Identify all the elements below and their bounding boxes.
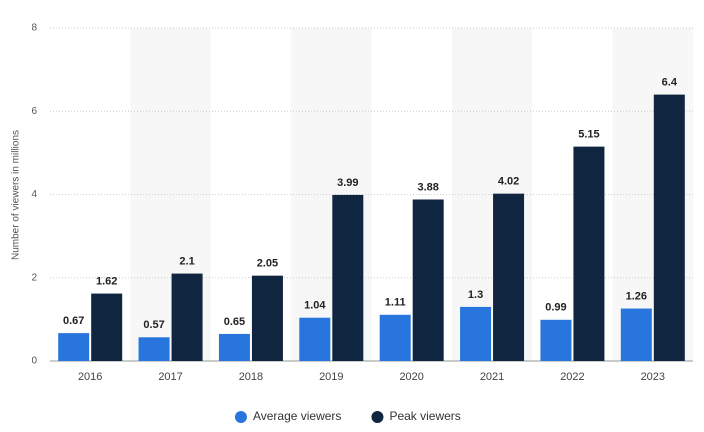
- bar[interactable]: [620, 308, 652, 361]
- value-label: 0.65: [224, 316, 245, 328]
- value-label: 2.1: [179, 255, 194, 267]
- bar[interactable]: [460, 306, 492, 361]
- value-label: 3.88: [417, 181, 438, 193]
- value-label: 1.26: [626, 290, 647, 302]
- bar[interactable]: [412, 199, 444, 361]
- y-axis-label: Number of viewers in millions: [11, 130, 22, 260]
- bar[interactable]: [171, 273, 203, 361]
- x-tick-label: 2019: [319, 371, 343, 383]
- bar[interactable]: [379, 314, 411, 361]
- x-tick-label: 2023: [641, 371, 665, 383]
- value-label: 0.67: [63, 315, 84, 327]
- y-tick-label: 0: [31, 356, 37, 367]
- legend-label[interactable]: Average viewers: [253, 409, 342, 423]
- y-tick-label: 6: [31, 106, 37, 117]
- bar[interactable]: [540, 319, 572, 361]
- x-tick-label: 2017: [158, 371, 182, 383]
- value-label: 1.62: [96, 275, 117, 287]
- bar[interactable]: [653, 94, 685, 361]
- x-tick-label: 2020: [399, 371, 423, 383]
- y-tick-label: 8: [31, 23, 37, 34]
- x-tick-label: 2018: [239, 371, 263, 383]
- legend-marker[interactable]: [371, 411, 384, 423]
- value-label: 0.99: [545, 302, 566, 314]
- y-tick-label: 2: [31, 272, 37, 283]
- value-label: 0.57: [143, 319, 164, 331]
- bar[interactable]: [299, 317, 331, 361]
- bar[interactable]: [218, 333, 250, 361]
- value-label: 2.05: [257, 258, 278, 270]
- value-label: 1.11: [385, 297, 406, 309]
- bar[interactable]: [332, 194, 364, 361]
- value-label: 5.15: [578, 129, 599, 141]
- value-label: 1.3: [468, 289, 483, 301]
- bar[interactable]: [58, 333, 90, 361]
- x-tick-label: 2016: [78, 371, 102, 383]
- legend-marker[interactable]: [234, 411, 247, 423]
- bar[interactable]: [573, 146, 605, 361]
- value-label: 1.04: [304, 300, 326, 312]
- value-label: 6.4: [662, 77, 678, 89]
- bar[interactable]: [251, 275, 283, 361]
- bar[interactable]: [493, 193, 525, 361]
- x-tick-label: 2022: [560, 371, 584, 383]
- value-label: 3.99: [337, 177, 358, 189]
- x-tick-label: 2021: [480, 371, 504, 383]
- bar[interactable]: [138, 337, 170, 361]
- legend-label[interactable]: Peak viewers: [389, 409, 460, 423]
- value-label: 4.02: [498, 176, 519, 188]
- y-tick-label: 4: [31, 189, 37, 200]
- bar[interactable]: [91, 293, 123, 361]
